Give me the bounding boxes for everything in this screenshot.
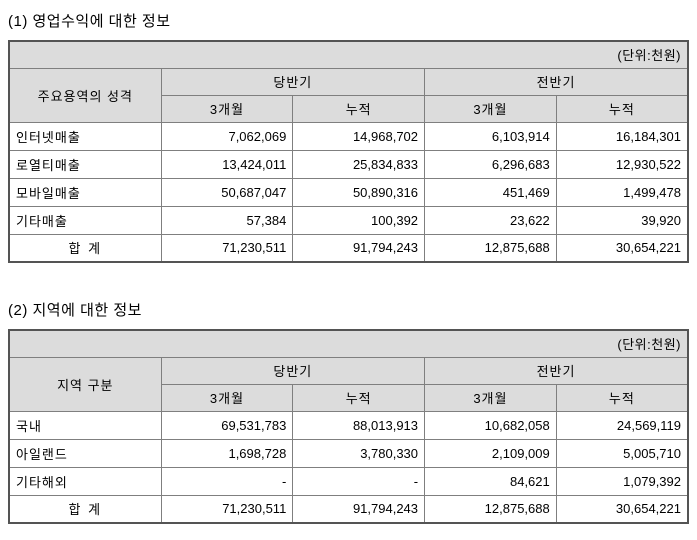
column-header-region-type: 지역 구분 bbox=[8, 356, 162, 412]
table-cell: - bbox=[292, 466, 426, 496]
table-row-internet: 인터넷매출 7,062,069 14,968,702 6,103,914 16,… bbox=[8, 121, 689, 151]
row-label: 모바일매출 bbox=[8, 177, 162, 207]
table-cell: 13,424,011 bbox=[160, 149, 294, 179]
table-cell: 88,013,913 bbox=[292, 410, 426, 440]
table-cell: 84,621 bbox=[424, 466, 557, 496]
table-cell: 23,622 bbox=[424, 205, 557, 235]
row-label: 국내 bbox=[8, 410, 162, 440]
table-row-domestic: 국내 69,531,783 88,013,913 10,682,058 24,5… bbox=[8, 410, 689, 440]
group-header-previous-half: 전반기 bbox=[424, 67, 689, 96]
table-cell: 12,875,688 bbox=[424, 233, 557, 263]
section-title-region: (2) 지역에 대한 정보 bbox=[8, 302, 142, 319]
table-cell: 50,687,047 bbox=[160, 177, 294, 207]
total-label: 합 계 bbox=[8, 233, 162, 263]
sub-header-3month-previous: 3개월 bbox=[424, 94, 557, 123]
unit-label: (단위:천원) bbox=[8, 329, 689, 358]
table-cell: 2,109,009 bbox=[424, 438, 557, 468]
table-cell: 24,569,119 bbox=[555, 410, 689, 440]
table-cell: 71,230,511 bbox=[160, 233, 294, 263]
table-cell: 91,794,243 bbox=[292, 233, 426, 263]
table-cell: 50,890,316 bbox=[292, 177, 426, 207]
sub-header-3month-current: 3개월 bbox=[160, 94, 294, 123]
region-table: (단위:천원) 지역 구분 당반기 전반기 3개월 누적 3개월 누적 국내 6… bbox=[8, 329, 689, 524]
table-cell: 14,968,702 bbox=[292, 121, 426, 151]
table-row-other-overseas: 기타해외 - - 84,621 1,079,392 bbox=[8, 466, 689, 496]
sub-header-cumulative-previous: 누적 bbox=[555, 94, 689, 123]
sub-header-3month-previous: 3개월 bbox=[424, 383, 557, 412]
sub-header-row: 3개월 누적 3개월 누적 bbox=[9, 94, 689, 123]
row-label: 인터넷매출 bbox=[8, 121, 162, 151]
sub-header-row: 3개월 누적 3개월 누적 bbox=[9, 383, 689, 412]
table-cell: 451,469 bbox=[424, 177, 557, 207]
table-cell: 1,698,728 bbox=[160, 438, 294, 468]
table-cell: 57,384 bbox=[160, 205, 294, 235]
table-cell: 91,794,243 bbox=[292, 494, 426, 524]
group-header-row: 지역 구분 당반기 전반기 bbox=[8, 356, 689, 412]
table-cell: 69,531,783 bbox=[160, 410, 294, 440]
row-label: 로열티매출 bbox=[8, 149, 162, 179]
table-cell: 6,103,914 bbox=[424, 121, 557, 151]
group-header-current-half: 당반기 bbox=[160, 67, 426, 96]
table-row-mobile: 모바일매출 50,687,047 50,890,316 451,469 1,49… bbox=[8, 177, 689, 207]
column-header-service-type: 주요용역의 성격 bbox=[8, 67, 162, 123]
table-cell: 16,184,301 bbox=[555, 121, 689, 151]
table-cell: 71,230,511 bbox=[160, 494, 294, 524]
table-cell: 7,062,069 bbox=[160, 121, 294, 151]
row-label: 기타해외 bbox=[8, 466, 162, 496]
table-cell: - bbox=[160, 466, 294, 496]
table-row-total: 합 계 71,230,511 91,794,243 12,875,688 30,… bbox=[8, 233, 689, 263]
table-row-ireland: 아일랜드 1,698,728 3,780,330 2,109,009 5,005… bbox=[8, 438, 689, 468]
sub-header-cumulative-previous: 누적 bbox=[555, 383, 689, 412]
table-row-total: 합 계 71,230,511 91,794,243 12,875,688 30,… bbox=[8, 494, 689, 524]
table-cell: 30,654,221 bbox=[555, 494, 689, 524]
sub-header-cumulative-current: 누적 bbox=[292, 383, 426, 412]
group-header-current-half: 당반기 bbox=[160, 356, 426, 385]
table-cell: 39,920 bbox=[555, 205, 689, 235]
sub-header-3month-current: 3개월 bbox=[160, 383, 294, 412]
table-cell: 10,682,058 bbox=[424, 410, 557, 440]
group-header-row: 주요용역의 성격 당반기 전반기 bbox=[8, 67, 689, 123]
table-cell: 30,654,221 bbox=[555, 233, 689, 263]
table-row-royalty: 로열티매출 13,424,011 25,834,833 6,296,683 12… bbox=[8, 149, 689, 179]
table-cell: 5,005,710 bbox=[555, 438, 689, 468]
unit-row: (단위:천원) bbox=[8, 329, 689, 358]
table-cell: 25,834,833 bbox=[292, 149, 426, 179]
total-label: 합 계 bbox=[8, 494, 162, 524]
sub-header-cumulative-current: 누적 bbox=[292, 94, 426, 123]
table-cell: 1,499,478 bbox=[555, 177, 689, 207]
table-cell: 1,079,392 bbox=[555, 466, 689, 496]
unit-label: (단위:천원) bbox=[8, 40, 689, 69]
table-cell: 12,930,522 bbox=[555, 149, 689, 179]
unit-row: (단위:천원) bbox=[8, 40, 689, 69]
table-row-other: 기타매출 57,384 100,392 23,622 39,920 bbox=[8, 205, 689, 235]
revenue-table: (단위:천원) 주요용역의 성격 당반기 전반기 3개월 누적 3개월 누적 인… bbox=[8, 40, 689, 263]
section-title-revenue: (1) 영업수익에 대한 정보 bbox=[8, 13, 171, 30]
table-cell: 6,296,683 bbox=[424, 149, 557, 179]
row-label: 아일랜드 bbox=[8, 438, 162, 468]
table-cell: 3,780,330 bbox=[292, 438, 426, 468]
row-label: 기타매출 bbox=[8, 205, 162, 235]
table-cell: 100,392 bbox=[292, 205, 426, 235]
group-header-previous-half: 전반기 bbox=[424, 356, 689, 385]
table-cell: 12,875,688 bbox=[424, 494, 557, 524]
